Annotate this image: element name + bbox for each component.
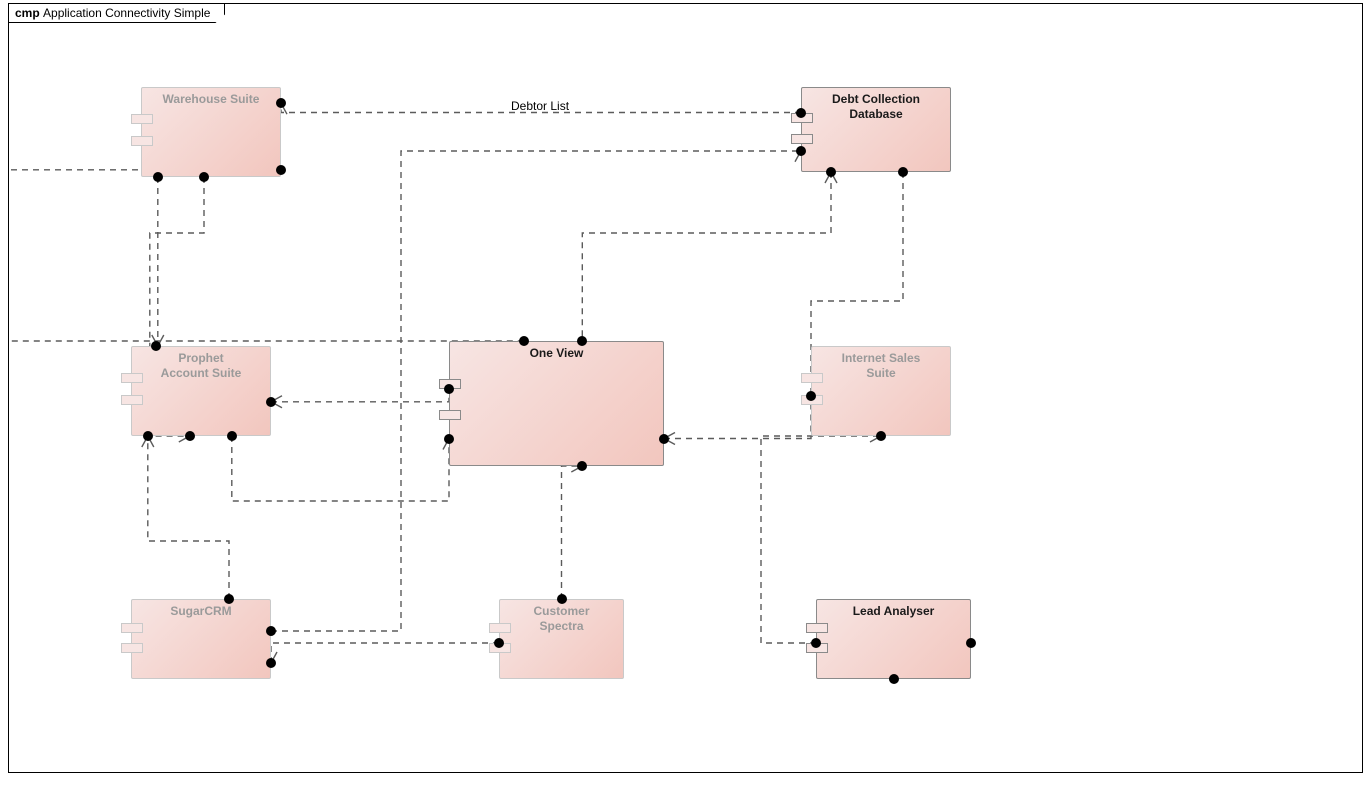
port-warehouse_rmid	[276, 165, 286, 175]
edge-label: Debtor List	[511, 99, 569, 113]
port-warehouse_right	[276, 98, 286, 108]
port-one_bot_m	[577, 461, 587, 471]
port-sugar_top	[224, 594, 234, 604]
component-label: SugarCRM	[132, 604, 270, 619]
component-spectra[interactable]: CustomerSpectra	[499, 599, 624, 679]
port-one_left_t	[444, 384, 454, 394]
component-lug-icon	[801, 373, 823, 383]
frame-title: Application Connectivity Simple	[43, 6, 210, 20]
component-lug-icon	[121, 373, 143, 383]
port-internet_bot	[876, 431, 886, 441]
component-label: Debt CollectionDatabase	[802, 92, 950, 122]
component-lead[interactable]: Lead Analyser	[816, 599, 971, 679]
port-prophet_bot_r	[227, 431, 237, 441]
component-warehouse[interactable]: Warehouse Suite	[141, 87, 281, 177]
port-prophet_bot_l	[143, 431, 153, 441]
port-sugar_right_b	[266, 658, 276, 668]
component-lug-icon	[439, 410, 461, 420]
port-internet_left	[806, 391, 816, 401]
component-lug-icon	[806, 623, 828, 633]
port-spectra_left	[494, 638, 504, 648]
port-spectra_top	[557, 594, 567, 604]
port-warehouse_bleft	[153, 172, 163, 182]
component-lug-icon	[131, 114, 153, 124]
component-lug-icon	[489, 623, 511, 633]
frame-title-tab: cmp Application Connectivity Simple	[8, 3, 225, 23]
port-debt_bot_l	[826, 167, 836, 177]
port-sugar_right_t	[266, 626, 276, 636]
port-prophet_right	[266, 397, 276, 407]
component-lug-icon	[121, 395, 143, 405]
component-oneview[interactable]: One View	[449, 341, 664, 466]
component-label: CustomerSpectra	[500, 604, 623, 634]
port-lead_right	[966, 638, 976, 648]
component-label: Internet SalesSuite	[812, 351, 950, 381]
component-label: ProphetAccount Suite	[132, 351, 270, 381]
port-lead_bot	[889, 674, 899, 684]
port-prophet_bot_m	[185, 431, 195, 441]
frame-title-prefix: cmp	[15, 6, 40, 20]
port-debt_bot_r	[898, 167, 908, 177]
component-prophet[interactable]: ProphetAccount Suite	[131, 346, 271, 436]
component-label: Lead Analyser	[817, 604, 970, 619]
port-debt_left_bot	[796, 146, 806, 156]
component-lug-icon	[791, 134, 813, 144]
diagram-frame: cmp Application Connectivity Simple Ware…	[8, 3, 1363, 773]
component-label: One View	[450, 346, 663, 361]
component-sugarcrm[interactable]: SugarCRM	[131, 599, 271, 679]
port-debt_left_top	[796, 108, 806, 118]
component-lug-icon	[131, 136, 153, 146]
component-internet[interactable]: Internet SalesSuite	[811, 346, 951, 436]
port-one_right	[659, 434, 669, 444]
port-lead_left	[811, 638, 821, 648]
component-label: Warehouse Suite	[142, 92, 280, 107]
port-warehouse_bmid	[199, 172, 209, 182]
component-debt[interactable]: Debt CollectionDatabase	[801, 87, 951, 172]
component-lug-icon	[121, 623, 143, 633]
component-lug-icon	[121, 643, 143, 653]
port-one_left_b	[444, 434, 454, 444]
